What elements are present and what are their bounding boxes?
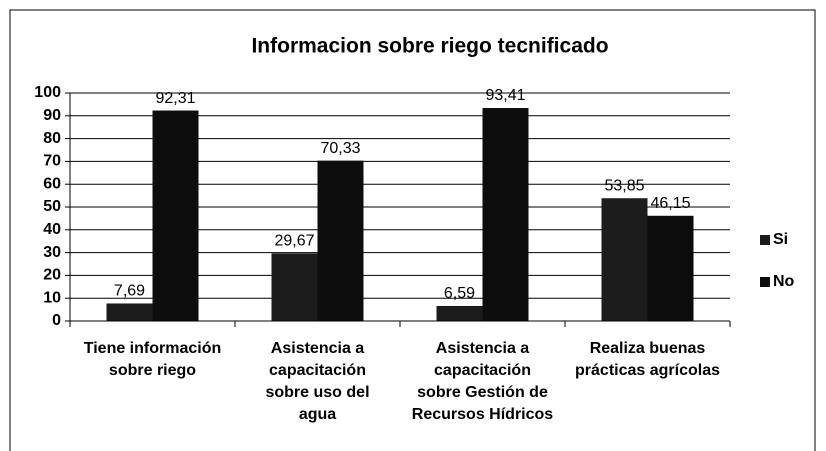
bar <box>482 108 529 321</box>
legend-label: No <box>773 273 795 290</box>
data-label: 6,59 <box>444 285 475 302</box>
bar <box>601 198 648 321</box>
data-label: 53,85 <box>604 177 644 194</box>
y-tick-label: 70 <box>43 153 61 170</box>
x-tick-label: Asistencia a capacitación sobre Gestión … <box>411 340 554 423</box>
legend-label: Si <box>773 231 788 248</box>
y-tick-label: 50 <box>43 198 61 215</box>
y-tick-label: 100 <box>34 84 61 101</box>
legend-swatch <box>760 235 770 245</box>
x-tick-label: Realiza buenas prácticas agrícolas <box>575 340 720 379</box>
data-label: 46,15 <box>650 195 690 212</box>
bar <box>106 303 153 321</box>
y-tick-label: 20 <box>43 267 61 284</box>
legend-swatch <box>760 277 770 287</box>
y-tick-label: 90 <box>43 107 61 124</box>
bar <box>317 160 364 321</box>
x-tick-label: Asistencia a capacitación sobre uso del … <box>265 340 370 423</box>
bar <box>152 110 199 321</box>
x-tick-label: Tiene información sobre riego <box>83 340 222 379</box>
data-label: 93,41 <box>485 87 525 104</box>
y-tick-label: 0 <box>52 312 61 329</box>
data-label: 7,69 <box>114 283 145 300</box>
bar <box>271 253 318 321</box>
bar <box>436 305 483 321</box>
chart-title: Informacion sobre riego tecnificado <box>251 35 608 58</box>
data-label: 70,33 <box>320 140 360 157</box>
chart-border <box>9 9 816 451</box>
y-tick-label: 60 <box>43 175 61 192</box>
data-label: 29,67 <box>274 233 314 250</box>
y-tick-label: 80 <box>43 130 61 147</box>
data-label: 92,31 <box>155 90 195 107</box>
y-tick-label: 40 <box>43 221 61 238</box>
y-tick-label: 30 <box>43 244 61 261</box>
y-tick-label: 10 <box>43 289 61 306</box>
bar <box>647 215 694 321</box>
